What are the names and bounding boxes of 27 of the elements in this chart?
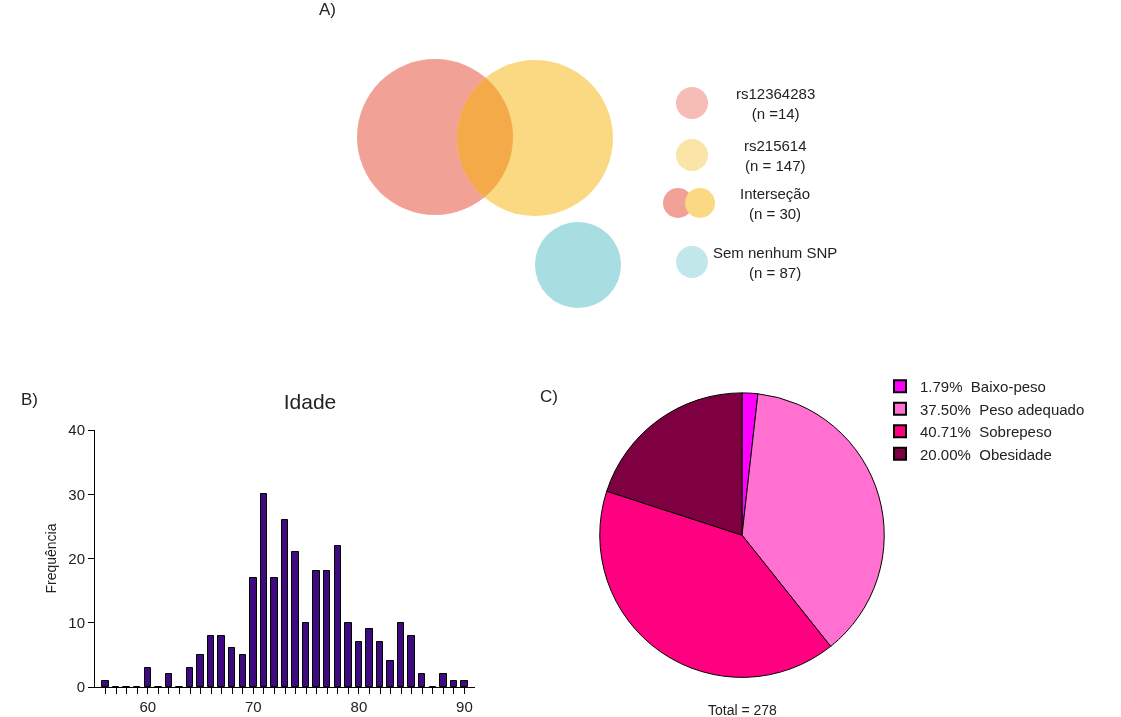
legend-label: 40.71% Sobrepeso [920, 423, 1052, 441]
y-tick-label: 10 [68, 614, 85, 631]
data-label: (n = 30) [748, 204, 802, 222]
y-tick-label: 20 [68, 549, 85, 567]
text: Total = 278 [708, 702, 778, 717]
category-label: rs215614 [744, 137, 807, 154]
legend-label: 20.00% Obesidade [920, 445, 1052, 463]
x-tick-label: 60 [139, 698, 157, 715]
x-tick-label: 80 [350, 698, 368, 715]
text: A) [319, 0, 336, 19]
category-label: Interseção [740, 185, 811, 202]
category-label: Sem nenhum SNP [713, 244, 838, 261]
text: B) [21, 390, 38, 409]
x-tick-label: 90 [456, 698, 473, 715]
data-label: (n = 147) [745, 156, 806, 174]
y-tick-label: 40 [68, 421, 85, 439]
legend-label: 1.79% Baixo-peso [920, 378, 1046, 396]
y-tick-label: 0 [76, 678, 85, 696]
data-label: (n =14) [751, 104, 800, 122]
y-tick-label: 30 [68, 485, 85, 503]
chart-title: Idade [283, 389, 337, 413]
text: C) [540, 387, 558, 406]
x-tick-label: 70 [244, 698, 262, 715]
y-axis-title: Frequência [42, 523, 59, 594]
legend-label: 37.50% Peso adequado [920, 400, 1085, 418]
category-label: rs12364283 [736, 85, 816, 102]
data-label: (n = 87) [749, 263, 802, 281]
